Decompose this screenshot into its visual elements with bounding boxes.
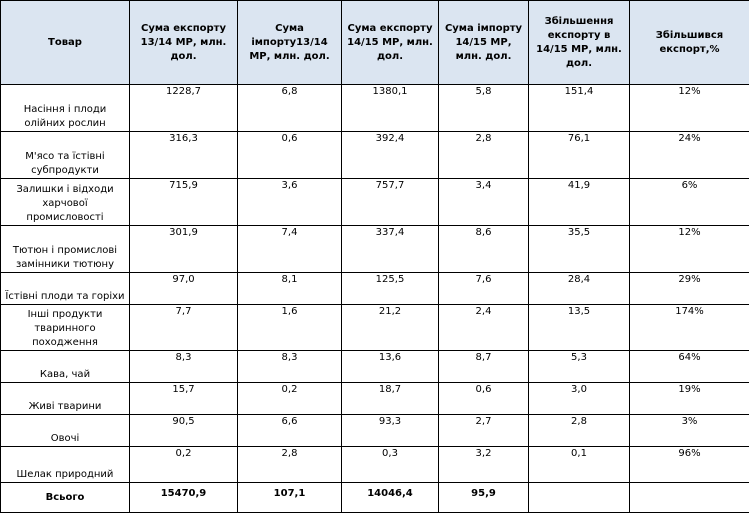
header-import-13-14: Сума імпорту13/14 МР, млн. дол. <box>238 1 342 85</box>
total-import-13-14: 107,1 <box>238 483 342 513</box>
cell-export-14-15: 0,3 <box>342 447 439 483</box>
cell-export-increase-pct: 12% <box>630 85 749 132</box>
table-row: Залишки і відходи харчової промисловості… <box>1 179 749 226</box>
cell-import-13-14: 3,6 <box>238 179 342 226</box>
table-row: Кава, чай 8,3 8,3 13,6 8,7 5,3 64% <box>1 351 749 383</box>
cell-export-13-14: 715,9 <box>130 179 238 226</box>
total-export-increase-pct <box>630 483 749 513</box>
cell-product: Тютюн і промислові замінники тютюну <box>1 226 130 273</box>
cell-export-increase: 13,5 <box>529 305 630 351</box>
cell-import-13-14: 6,8 <box>238 85 342 132</box>
cell-export-increase: 2,8 <box>529 415 630 447</box>
table-row: Живі тварини 15,7 0,2 18,7 0,6 3,0 19% <box>1 383 749 415</box>
cell-export-14-15: 18,7 <box>342 383 439 415</box>
cell-import-14-15: 3,4 <box>439 179 529 226</box>
cell-product: Їстівні плоди та горіхи <box>1 273 130 305</box>
cell-export-increase-pct: 174% <box>630 305 749 351</box>
cell-export-13-14: 301,9 <box>130 226 238 273</box>
cell-export-13-14: 15,7 <box>130 383 238 415</box>
cell-export-13-14: 8,3 <box>130 351 238 383</box>
cell-export-13-14: 97,0 <box>130 273 238 305</box>
total-label: Всього <box>1 483 130 513</box>
cell-product: Інші продукти тваринного походження <box>1 305 130 351</box>
cell-export-increase: 151,4 <box>529 85 630 132</box>
cell-product: Овочі <box>1 415 130 447</box>
total-export-14-15: 14046,4 <box>342 483 439 513</box>
cell-export-13-14: 90,5 <box>130 415 238 447</box>
cell-export-13-14: 316,3 <box>130 132 238 179</box>
cell-import-13-14: 0,6 <box>238 132 342 179</box>
cell-import-13-14: 6,6 <box>238 415 342 447</box>
table-row: Їстівні плоди та горіхи 97,0 8,1 125,5 7… <box>1 273 749 305</box>
total-export-13-14: 15470,9 <box>130 483 238 513</box>
cell-import-14-15: 3,2 <box>439 447 529 483</box>
header-product: Товар <box>1 1 130 85</box>
header-export-13-14: Сума експорту 13/14 МР, млн. дол. <box>130 1 238 85</box>
header-export-increase: Збільшення експорту в 14/15 МР, млн. дол… <box>529 1 630 85</box>
cell-export-increase: 5,3 <box>529 351 630 383</box>
cell-product: Шелак природний <box>1 447 130 483</box>
cell-export-increase: 35,5 <box>529 226 630 273</box>
cell-import-14-15: 2,7 <box>439 415 529 447</box>
cell-export-14-15: 337,4 <box>342 226 439 273</box>
cell-export-increase-pct: 3% <box>630 415 749 447</box>
cell-export-14-15: 392,4 <box>342 132 439 179</box>
table-row: Насіння і плоди олійних рослин 1228,7 6,… <box>1 85 749 132</box>
cell-export-14-15: 757,7 <box>342 179 439 226</box>
cell-import-13-14: 0,2 <box>238 383 342 415</box>
cell-export-14-15: 1380,1 <box>342 85 439 132</box>
table-row: Інші продукти тваринного походження 7,7 … <box>1 305 749 351</box>
cell-import-14-15: 0,6 <box>439 383 529 415</box>
cell-export-13-14: 7,7 <box>130 305 238 351</box>
total-row: Всього 15470,9 107,1 14046,4 95,9 <box>1 483 749 513</box>
table-row: Тютюн і промислові замінники тютюну 301,… <box>1 226 749 273</box>
cell-import-13-14: 7,4 <box>238 226 342 273</box>
table-row: Овочі 90,5 6,6 93,3 2,7 2,8 3% <box>1 415 749 447</box>
cell-import-13-14: 8,3 <box>238 351 342 383</box>
header-import-14-15: Сума імпорту 14/15 МР, млн. дол. <box>439 1 529 85</box>
cell-export-increase-pct: 29% <box>630 273 749 305</box>
cell-export-13-14: 1228,7 <box>130 85 238 132</box>
cell-product: Залишки і відходи харчової промисловості <box>1 179 130 226</box>
cell-import-13-14: 8,1 <box>238 273 342 305</box>
table-row: Шелак природний 0,2 2,8 0,3 3,2 0,1 96% <box>1 447 749 483</box>
cell-export-increase-pct: 6% <box>630 179 749 226</box>
cell-export-increase: 0,1 <box>529 447 630 483</box>
cell-export-increase: 3,0 <box>529 383 630 415</box>
cell-export-increase: 28,4 <box>529 273 630 305</box>
total-import-14-15: 95,9 <box>439 483 529 513</box>
cell-import-14-15: 5,8 <box>439 85 529 132</box>
cell-import-13-14: 2,8 <box>238 447 342 483</box>
cell-import-14-15: 7,6 <box>439 273 529 305</box>
cell-export-14-15: 21,2 <box>342 305 439 351</box>
cell-import-14-15: 8,6 <box>439 226 529 273</box>
cell-export-13-14: 0,2 <box>130 447 238 483</box>
total-export-increase <box>529 483 630 513</box>
cell-product: Насіння і плоди олійних рослин <box>1 85 130 132</box>
cell-export-increase-pct: 96% <box>630 447 749 483</box>
table-row: М'ясо та їстівні субпродукти 316,3 0,6 3… <box>1 132 749 179</box>
cell-import-14-15: 2,8 <box>439 132 529 179</box>
cell-export-14-15: 13,6 <box>342 351 439 383</box>
cell-product: М'ясо та їстівні субпродукти <box>1 132 130 179</box>
cell-product: Кава, чай <box>1 351 130 383</box>
header-export-increase-pct: Збільшився експорт,% <box>630 1 749 85</box>
cell-export-increase-pct: 19% <box>630 383 749 415</box>
header-export-14-15: Сума експорту 14/15 МР, млн. дол. <box>342 1 439 85</box>
cell-import-13-14: 1,6 <box>238 305 342 351</box>
cell-product: Живі тварини <box>1 383 130 415</box>
cell-export-increase-pct: 24% <box>630 132 749 179</box>
cell-export-increase: 41,9 <box>529 179 630 226</box>
cell-import-14-15: 2,4 <box>439 305 529 351</box>
cell-export-increase-pct: 64% <box>630 351 749 383</box>
cell-export-14-15: 125,5 <box>342 273 439 305</box>
cell-export-14-15: 93,3 <box>342 415 439 447</box>
cell-export-increase: 76,1 <box>529 132 630 179</box>
cell-export-increase-pct: 12% <box>630 226 749 273</box>
header-row: Товар Сума експорту 13/14 МР, млн. дол. … <box>1 1 749 85</box>
cell-import-14-15: 8,7 <box>439 351 529 383</box>
